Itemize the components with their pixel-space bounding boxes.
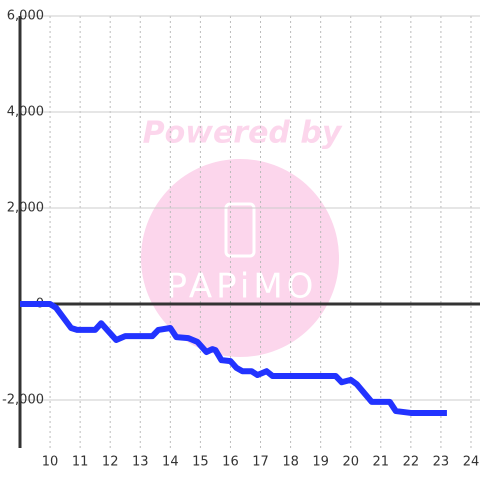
x-tick-label: 21: [373, 455, 390, 470]
x-tick-label: 22: [403, 455, 420, 470]
x-tick-label: 18: [282, 455, 299, 470]
x-tick-label: 16: [222, 455, 239, 470]
x-tick-label: 15: [192, 455, 209, 470]
x-tick-label: 13: [132, 455, 149, 470]
x-tick-label: 11: [72, 455, 89, 470]
watermark-icon: [224, 202, 256, 258]
watermark-text: Powered by: [143, 116, 343, 151]
x-tick-label: 12: [102, 455, 119, 470]
x-tick-label: 17: [252, 455, 269, 470]
x-tick-label: 24: [463, 455, 480, 470]
x-tick-label: 14: [162, 455, 179, 470]
x-tick-label: 10: [42, 455, 59, 470]
x-tick-label: 19: [312, 455, 329, 470]
watermark-logo: PAPiMO: [167, 267, 318, 307]
y-tick-label: 6,000: [7, 9, 44, 24]
y-tick-label: -2,000: [2, 393, 44, 408]
x-tick-label: 20: [342, 455, 359, 470]
x-tick-label: 23: [433, 455, 450, 470]
y-tick-label: 4,000: [7, 105, 44, 120]
line: [20, 301, 447, 416]
y-tick-label: 2,000: [7, 201, 44, 216]
